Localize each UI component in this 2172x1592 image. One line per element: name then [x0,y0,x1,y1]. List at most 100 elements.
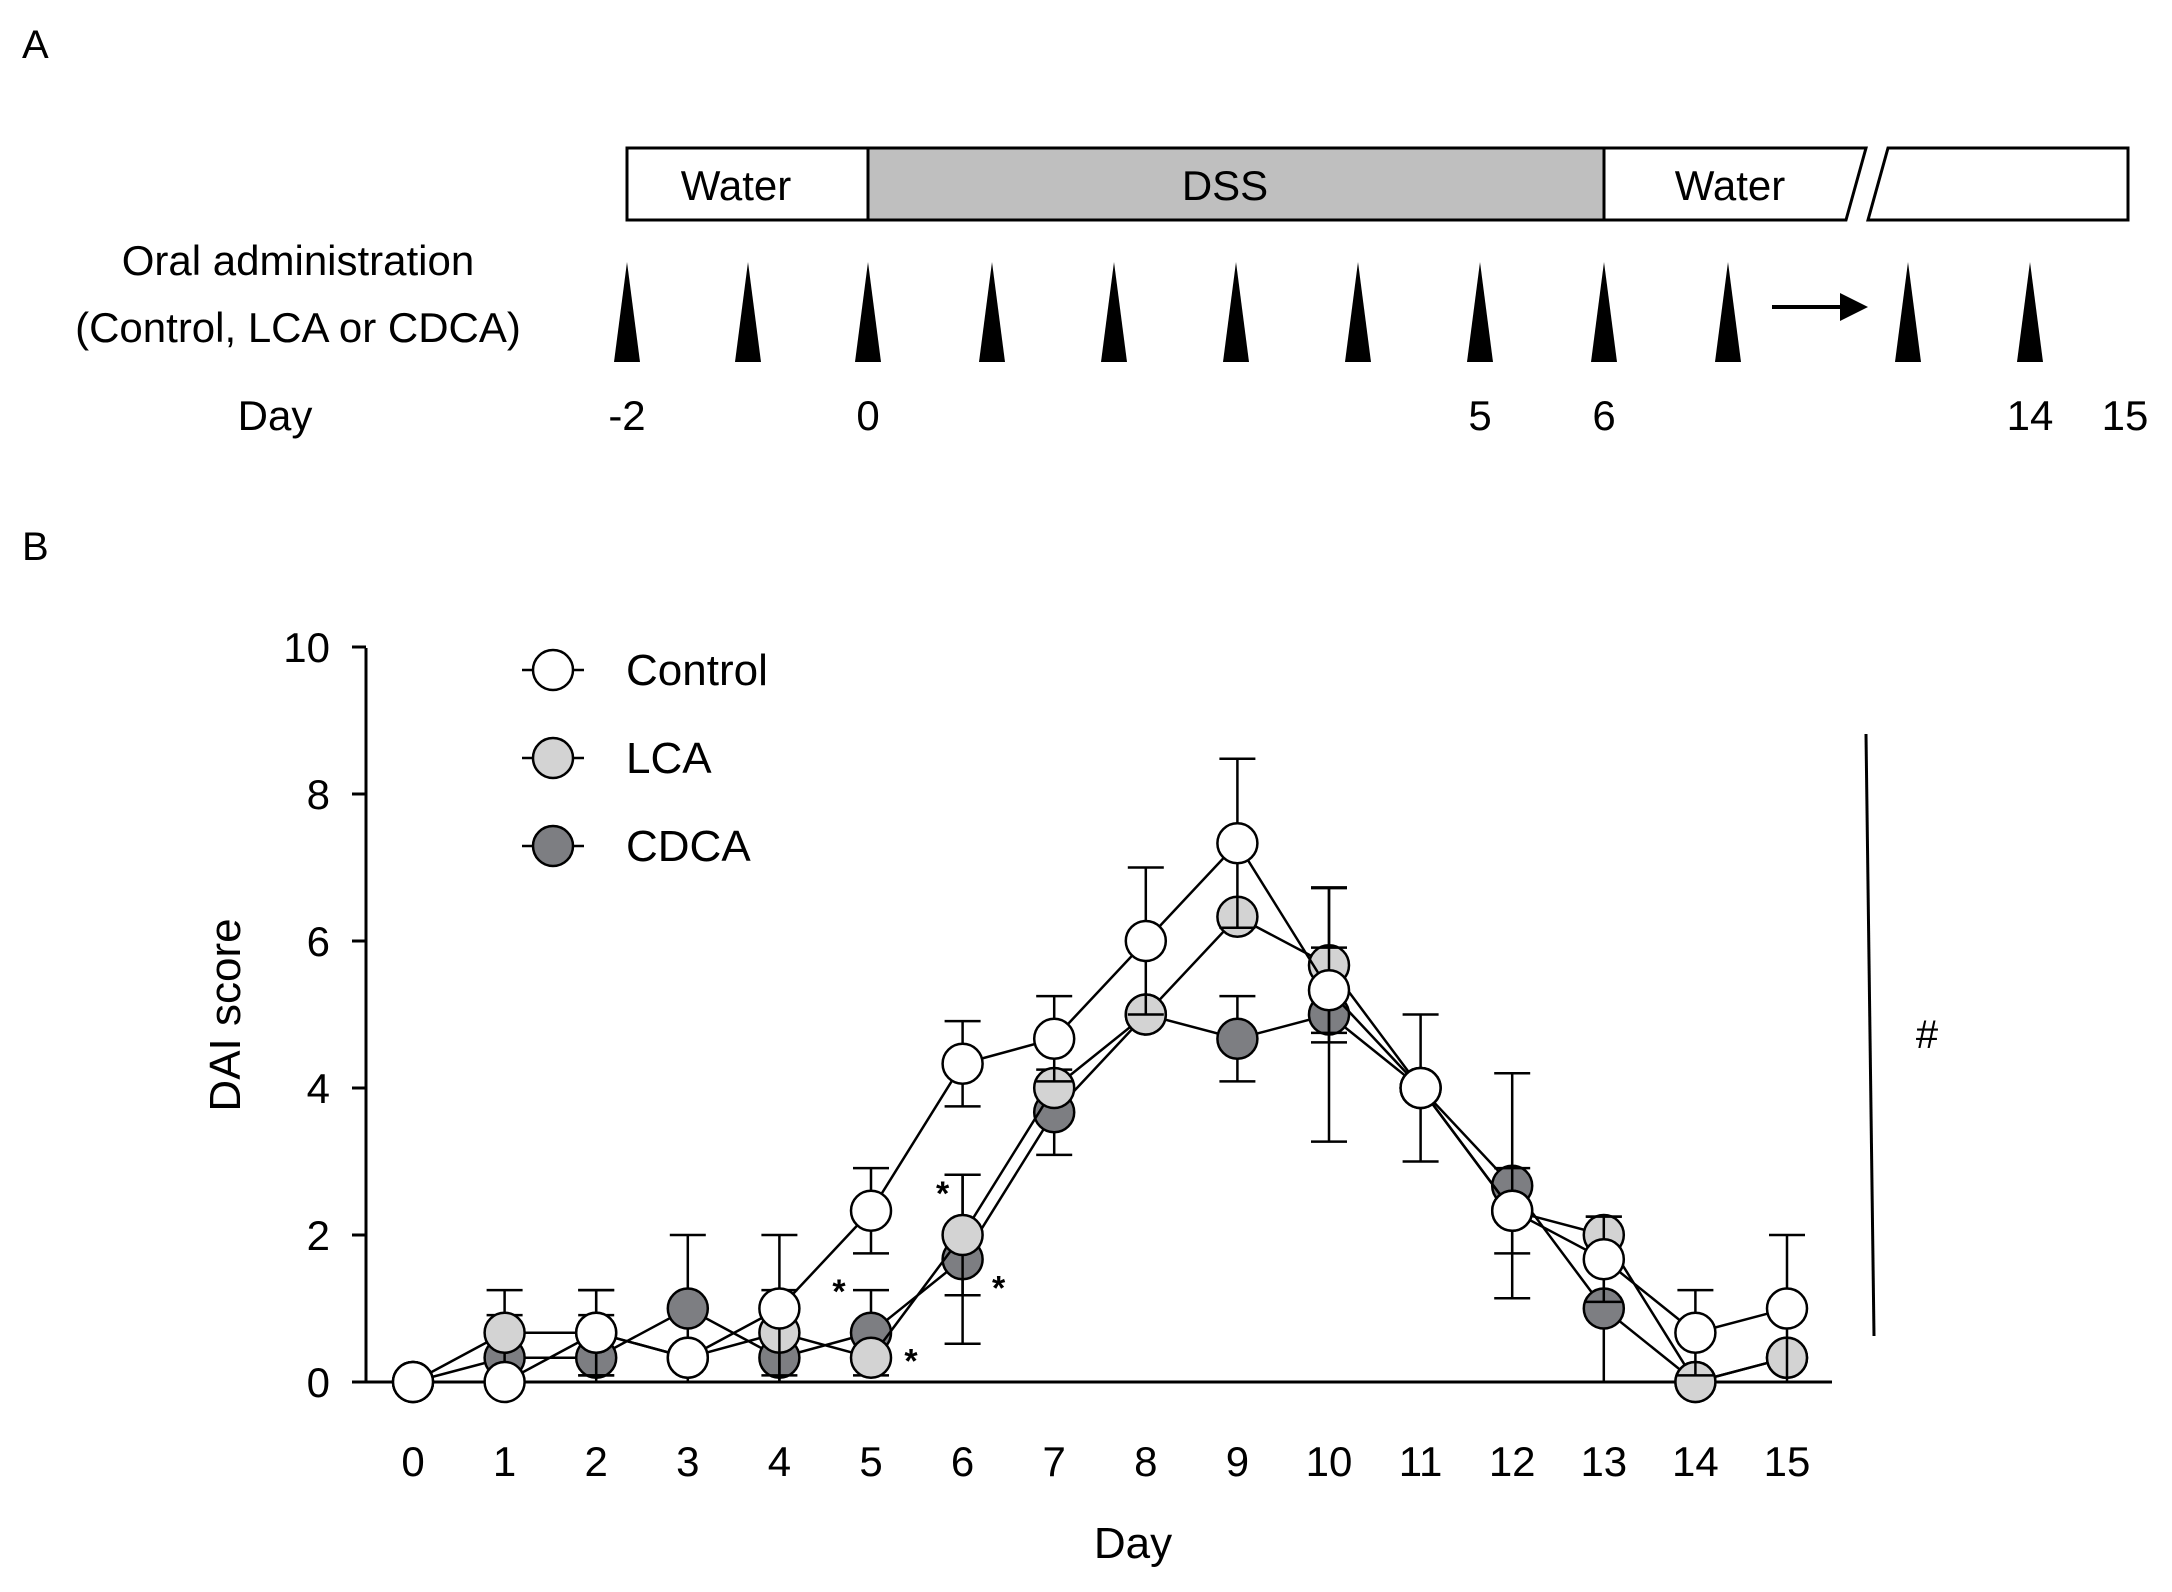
water-after-bar [1602,146,1868,222]
day-tick-minus2: -2 [608,392,645,439]
x-tick-label: 8 [1134,1438,1157,1485]
control-point [391,1360,435,1404]
dose-triangle-icon [2017,262,2043,362]
dose-triangle-icon [1895,262,1921,362]
dose-triangle-icon [1591,262,1617,362]
dose-triangle-icon [1223,262,1249,362]
x-tick-label: 9 [1226,1438,1249,1485]
series-layer [391,757,1809,1404]
y-ticks: 0 2 4 6 8 10 [283,624,366,1406]
water-before-bar [625,146,870,222]
legend-item-cdca: CDCA [522,822,751,871]
control-point [1307,968,1351,1012]
y-axis-label: DAI score [201,918,250,1111]
lca-point [941,1213,984,1257]
lca-point [849,1336,893,1379]
control-point [1124,919,1168,963]
water-before-label: Water [681,162,791,209]
x-tick-label: 10 [1306,1438,1353,1485]
control-point [1490,1189,1534,1232]
legend-label: LCA [626,734,712,783]
x-tick-label: 4 [768,1438,791,1485]
x-tick-label: 13 [1580,1438,1627,1485]
day-tick-15: 15 [2102,392,2149,439]
significance-asterisk: * [936,1175,950,1213]
day-tick-14: 14 [2007,392,2054,439]
x-ticks: 0 1 2 3 4 5 6 7 8 9 10 11 12 13 14 15 [401,1438,1810,1485]
control-point [574,1311,618,1355]
x-tick-label: 7 [1043,1438,1066,1485]
significance-marker: # [1916,1013,1939,1057]
x-tick-label: 3 [676,1438,699,1485]
x-tick-label: 14 [1672,1438,1719,1485]
legend-item-lca: LCA [522,734,712,783]
panel-a-label: A [22,23,49,67]
control-point [1674,1311,1717,1355]
legend-marker [531,736,575,780]
day-row-label: Day [238,392,313,439]
day-tick-0: 0 [856,392,879,439]
dose-triangle-icon [1345,262,1371,362]
lca-line [412,915,1788,1384]
admin-label-line2: (Control, LCA or CDCA) [75,304,521,351]
day-tick-5: 5 [1468,392,1491,439]
significance-asterisk: * [832,1273,846,1311]
day-tick-6: 6 [1592,392,1615,439]
lca-point [483,1311,526,1355]
legend-marker [531,824,575,868]
control-point [1032,1017,1076,1061]
legend-item-control: Control [522,646,768,695]
continuation-bar [1866,146,2130,222]
control-point [849,1189,893,1232]
x-tick-label: 15 [1764,1438,1811,1485]
x-tick-label: 2 [585,1438,608,1485]
dose-triangle-icon [1715,262,1741,362]
legend-label: Control [626,646,768,695]
x-tick-label: 0 [401,1438,424,1485]
dose-triangle-icon [1101,262,1127,362]
y-tick-label: 4 [307,1065,330,1112]
cdca-point [1216,1017,1259,1061]
x-axis-label: Day [1094,1519,1172,1568]
dss-bar [866,146,1606,222]
significance-asterisk: * [904,1343,918,1381]
y-tick-label: 6 [307,918,330,965]
control-point [1582,1238,1626,1281]
control-point [1765,1287,1809,1330]
y-tick-label: 2 [307,1212,330,1259]
dose-triangle-icon [855,262,881,362]
significance-asterisk: * [992,1269,1006,1307]
y-tick-label: 8 [307,771,330,818]
control-point [1216,821,1259,865]
legend: Control LCA CDCA [522,646,768,871]
x-tick-label: 11 [1399,1438,1443,1485]
dose-markers [614,262,2043,362]
control-line [413,841,1788,1384]
x-tick-label: 6 [951,1438,974,1485]
control-point [666,1336,710,1379]
dose-triangle-icon [1467,262,1493,362]
panel-a: A Water DSS Water Oral administration (C… [22,23,2148,439]
control-point [758,1287,801,1330]
control-point [1399,1066,1442,1110]
legend-marker [531,648,575,692]
legend-label: CDCA [626,822,751,871]
y-tick-label: 0 [307,1359,330,1406]
dose-triangle-icon [614,262,640,362]
panel-b-label: B [22,525,49,569]
dss-label: DSS [1182,162,1268,209]
control-point [483,1360,526,1404]
control-point [941,1042,984,1085]
x-tick-label: 1 [493,1438,516,1485]
water-after-label: Water [1675,162,1785,209]
arrow-icon [1772,293,1868,321]
cdca-point [666,1287,710,1330]
admin-label-line1: Oral administration [122,237,474,284]
dose-triangle-icon [735,262,761,362]
annotation-layer: * * * * [832,1175,1006,1381]
series-control [391,757,1809,1404]
y-tick-label: 10 [283,624,330,671]
cdca-line [412,1013,1788,1384]
